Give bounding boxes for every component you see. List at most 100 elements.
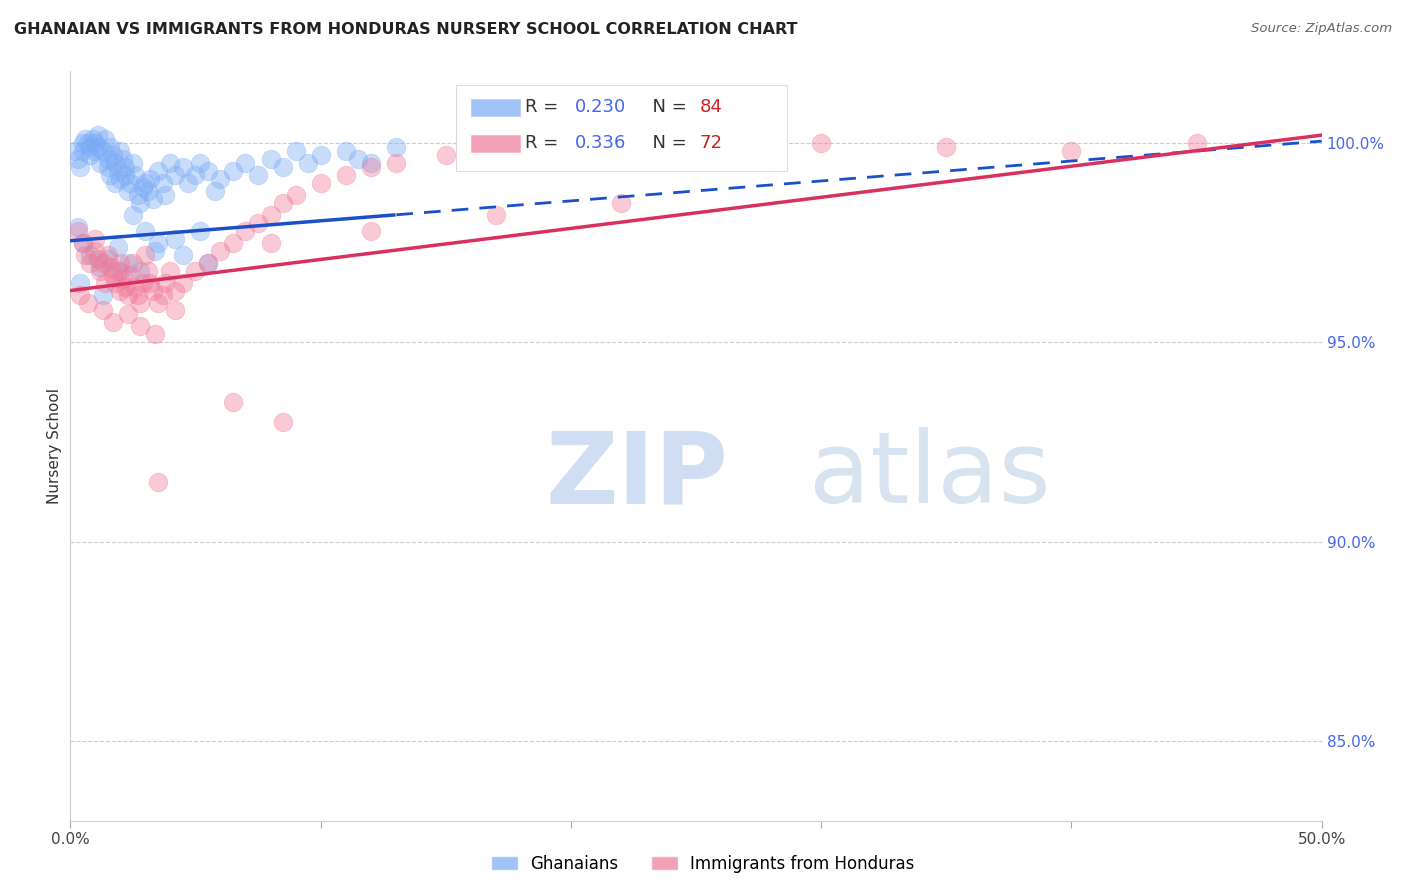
Point: [1185, 136, 1208, 150]
Point: [124, 279, 146, 293]
Point: [271, 195, 294, 210]
Point: [94, 276, 117, 290]
Point: [297, 156, 319, 170]
Point: [610, 195, 633, 210]
FancyBboxPatch shape: [471, 99, 520, 116]
Point: [107, 240, 129, 254]
Point: [309, 148, 332, 162]
Point: [222, 395, 245, 409]
Point: [117, 255, 139, 269]
Point: [124, 168, 146, 182]
Point: [152, 287, 174, 301]
Point: [110, 144, 132, 158]
Point: [65, 144, 87, 158]
Point: [110, 172, 132, 186]
Text: N =: N =: [641, 98, 692, 116]
Point: [146, 164, 169, 178]
Point: [284, 188, 307, 202]
Text: R =: R =: [524, 98, 564, 116]
Point: [1060, 144, 1083, 158]
Point: [132, 276, 155, 290]
Point: [136, 184, 159, 198]
Text: N =: N =: [641, 135, 692, 153]
Point: [247, 216, 270, 230]
Point: [159, 263, 181, 277]
Point: [110, 255, 132, 269]
Point: [360, 160, 382, 174]
Point: [98, 260, 121, 274]
Point: [107, 164, 129, 178]
Legend: Ghanaians, Immigrants from Honduras: Ghanaians, Immigrants from Honduras: [485, 848, 921, 880]
Point: [172, 248, 194, 262]
Point: [84, 244, 107, 258]
Point: [235, 156, 257, 170]
Text: 72: 72: [700, 135, 723, 153]
Point: [222, 164, 245, 178]
Point: [89, 156, 111, 170]
Point: [142, 192, 165, 206]
Point: [129, 319, 152, 334]
Point: [101, 315, 124, 329]
Text: 0.336: 0.336: [575, 135, 626, 153]
Point: [79, 248, 101, 262]
Point: [120, 268, 142, 282]
Point: [104, 156, 127, 170]
Point: [91, 144, 114, 158]
Y-axis label: Nursery School: Nursery School: [46, 388, 62, 504]
Point: [159, 156, 181, 170]
Point: [91, 303, 114, 318]
Point: [134, 176, 156, 190]
Point: [114, 168, 136, 182]
Point: [309, 176, 332, 190]
Point: [235, 224, 257, 238]
Point: [685, 132, 707, 146]
Text: 0.230: 0.230: [575, 98, 626, 116]
Text: R =: R =: [524, 135, 564, 153]
Point: [76, 136, 98, 150]
Point: [110, 284, 132, 298]
Point: [935, 140, 957, 154]
Point: [75, 248, 97, 262]
Point: [79, 255, 101, 269]
Point: [129, 263, 152, 277]
Point: [460, 144, 482, 158]
Point: [134, 248, 156, 262]
Point: [84, 136, 107, 150]
Point: [69, 287, 91, 301]
Text: 84: 84: [700, 98, 723, 116]
Point: [121, 255, 145, 269]
Point: [165, 232, 187, 246]
Point: [197, 255, 219, 269]
Point: [810, 136, 832, 150]
Point: [97, 160, 120, 174]
Point: [360, 156, 382, 170]
Point: [94, 132, 117, 146]
Point: [110, 263, 132, 277]
Point: [271, 415, 294, 429]
Point: [184, 168, 207, 182]
Point: [72, 235, 94, 250]
Point: [165, 303, 187, 318]
Point: [360, 224, 382, 238]
Point: [120, 176, 142, 190]
Point: [165, 284, 187, 298]
Point: [184, 263, 207, 277]
Point: [69, 160, 91, 174]
Point: [69, 276, 91, 290]
Point: [87, 140, 110, 154]
Point: [97, 252, 120, 266]
Point: [335, 168, 357, 182]
Point: [259, 235, 281, 250]
Text: atlas: atlas: [808, 427, 1050, 524]
Point: [97, 248, 120, 262]
Point: [87, 128, 110, 142]
Point: [72, 144, 94, 158]
Point: [66, 152, 89, 166]
Point: [91, 287, 114, 301]
Point: [117, 184, 139, 198]
Point: [117, 308, 139, 322]
FancyBboxPatch shape: [456, 85, 787, 171]
Point: [139, 172, 162, 186]
Point: [121, 208, 145, 222]
Point: [127, 287, 149, 301]
